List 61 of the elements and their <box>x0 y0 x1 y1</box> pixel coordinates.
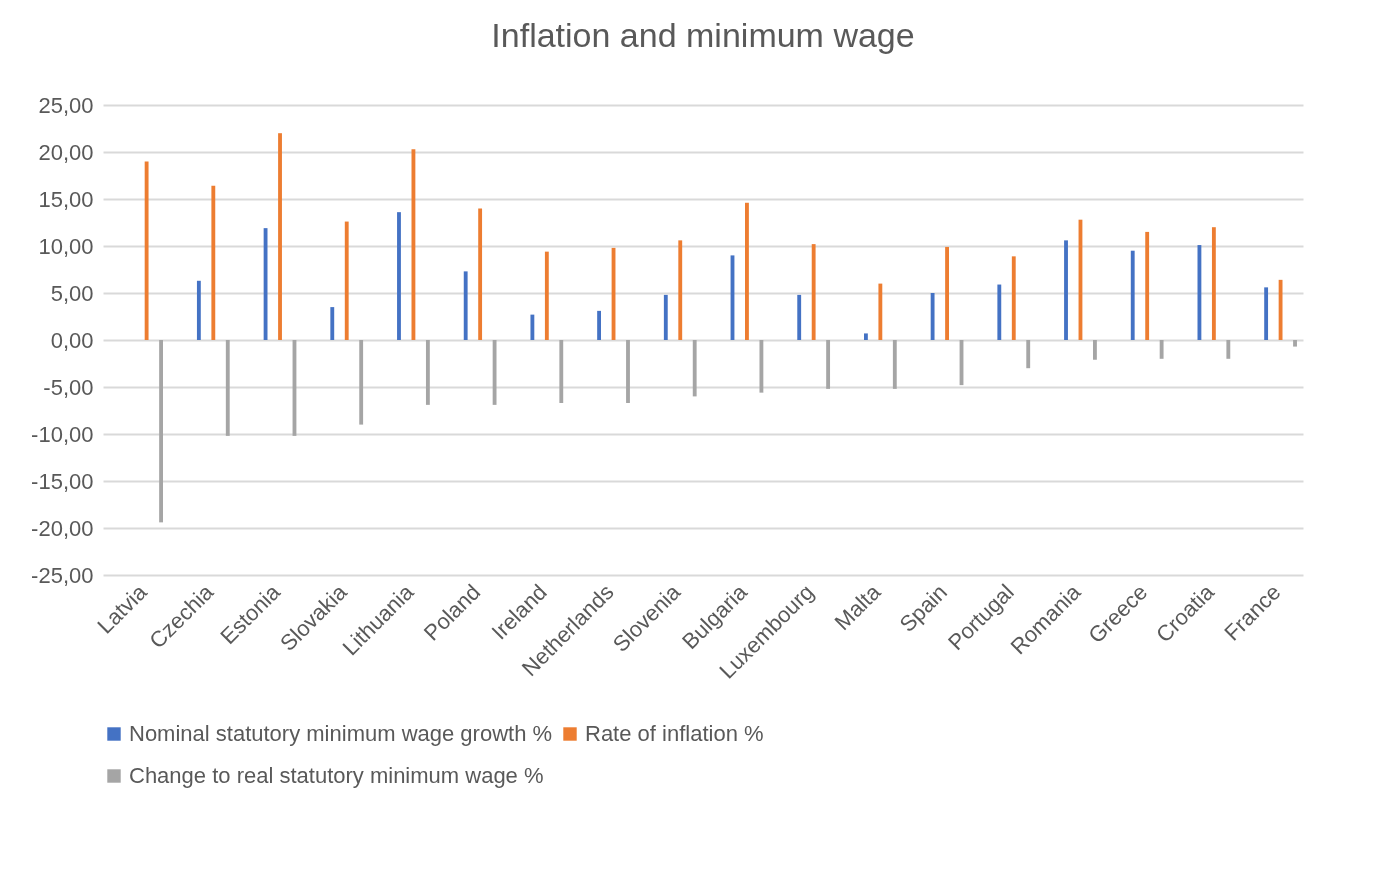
bar <box>559 340 564 403</box>
bar <box>997 284 1002 340</box>
bar <box>1092 340 1097 360</box>
bar <box>811 244 816 340</box>
bar <box>1264 287 1269 340</box>
bar <box>344 221 349 340</box>
bar <box>863 333 868 340</box>
legend-label: Nominal statutory minimum wage growth % <box>129 721 553 746</box>
bar <box>745 202 749 340</box>
bar <box>678 240 683 340</box>
bar <box>397 212 401 340</box>
bar <box>759 340 764 393</box>
bar <box>463 271 468 340</box>
bar <box>878 283 883 340</box>
bar <box>211 185 216 340</box>
bar <box>826 340 831 389</box>
bar <box>1197 245 1202 340</box>
bar <box>330 307 335 340</box>
bar <box>663 294 668 340</box>
bar <box>1211 227 1216 340</box>
bar <box>278 133 282 340</box>
bar <box>425 340 430 405</box>
bar <box>797 294 802 340</box>
bar <box>1026 340 1031 369</box>
bar <box>196 280 201 340</box>
bar <box>1145 231 1150 340</box>
legend-label: Rate of inflation % <box>585 721 764 746</box>
bar <box>144 161 149 340</box>
y-tick-label: -5,00 <box>43 374 94 400</box>
bar <box>1226 340 1231 359</box>
bar <box>225 340 230 436</box>
y-tick-label: 0,00 <box>50 327 94 353</box>
y-tick-label: 10,00 <box>38 233 94 259</box>
bar <box>930 293 935 340</box>
bar <box>1130 250 1135 340</box>
chart-title: Inflation and minimum wage <box>491 16 915 54</box>
bar <box>1159 340 1164 359</box>
bar <box>692 340 697 397</box>
bar <box>530 314 535 340</box>
bar <box>945 246 949 340</box>
bar <box>1278 279 1283 340</box>
y-tick-label: -25,00 <box>31 562 94 588</box>
y-tick-label: 15,00 <box>38 186 94 212</box>
y-tick-label: 25,00 <box>38 92 94 118</box>
y-tick-label: -10,00 <box>31 421 94 447</box>
bar <box>492 340 497 405</box>
bar <box>1293 340 1297 347</box>
bar <box>478 208 483 340</box>
y-tick-label: 20,00 <box>38 139 94 165</box>
bar <box>159 340 163 523</box>
bar <box>892 340 897 389</box>
bar <box>359 340 364 425</box>
bar <box>597 310 602 340</box>
bar <box>544 251 549 340</box>
bar <box>1011 256 1016 340</box>
bar <box>1064 240 1068 340</box>
y-tick-label: -15,00 <box>31 468 94 494</box>
y-tick-label: -20,00 <box>31 515 94 541</box>
y-tick-label: 5,00 <box>50 280 94 306</box>
legend-label: Change to real statutory minimum wage % <box>129 763 544 788</box>
bar <box>626 340 630 403</box>
